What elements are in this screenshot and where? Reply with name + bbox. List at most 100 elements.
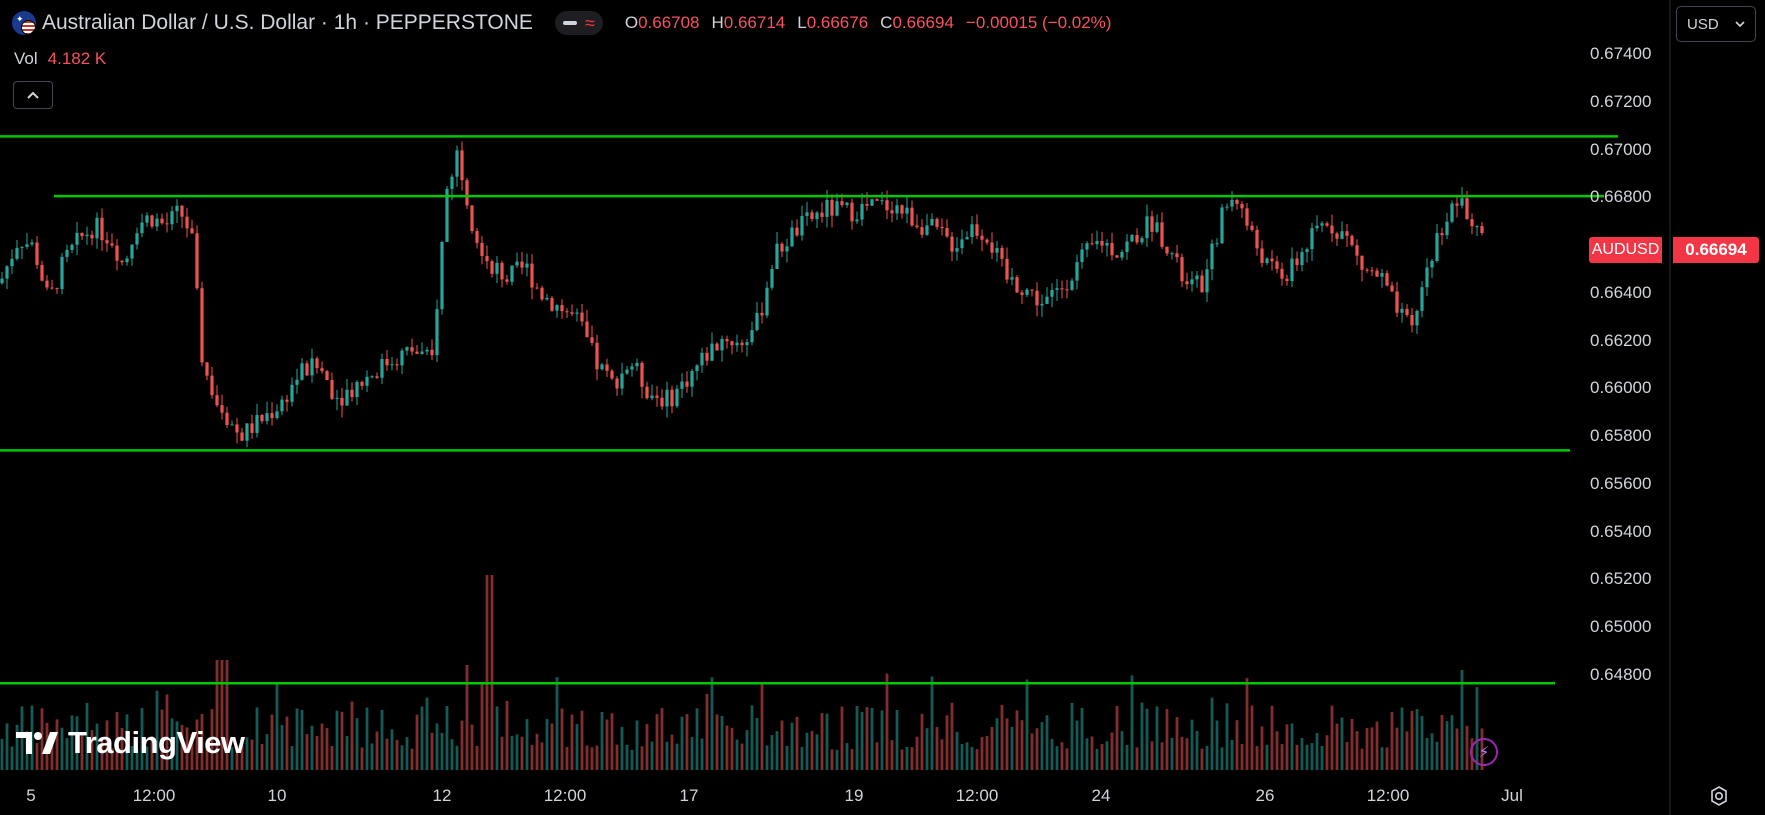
candle-body: [1210, 243, 1214, 270]
volume-bar: [1025, 679, 1029, 770]
candle-body: [75, 232, 79, 245]
volume-bar: [1365, 727, 1369, 770]
candle-body: [590, 337, 594, 343]
candle-body: [920, 227, 924, 235]
volume-bar: [260, 743, 264, 770]
candle-body: [725, 339, 729, 342]
volume-bar: [825, 713, 829, 770]
candle-body: [835, 201, 839, 216]
volume-bar: [960, 743, 964, 770]
candle-body: [1385, 273, 1389, 286]
volume-bar: [1145, 708, 1149, 770]
time-tick-label: 12:00: [1366, 786, 1410, 805]
candle-body: [250, 423, 254, 433]
candle-body: [455, 150, 459, 177]
candle-body: [1215, 243, 1219, 245]
candle-body: [1015, 277, 1019, 293]
candle-body: [400, 350, 404, 366]
candle-body: [80, 232, 84, 237]
volume-bar: [695, 708, 699, 770]
candle-body: [720, 339, 724, 351]
volume-bar: [170, 718, 174, 770]
candle-body: [770, 268, 774, 288]
candle-body: [680, 381, 684, 389]
candle-body: [530, 263, 534, 288]
tradingview-logo[interactable]: TradingView: [16, 725, 245, 761]
lightning-icon[interactable]: ⚡: [1470, 738, 1498, 766]
volume-bar: [660, 708, 664, 770]
candle-body: [1235, 199, 1239, 204]
volume-bar: [350, 701, 354, 770]
candle-body: [645, 386, 649, 399]
candle-body: [345, 389, 349, 406]
volume-bar: [435, 723, 439, 770]
candle-body: [35, 242, 39, 265]
candle-body: [650, 395, 654, 399]
candle-body: [1245, 208, 1249, 226]
candle-body: [445, 188, 449, 243]
close-value: 0.66694: [892, 13, 954, 32]
high-value: 0.66714: [723, 13, 786, 32]
volume-bar: [1075, 720, 1079, 770]
chart-header: ✦ Australian Dollar / U.S. Dollar · 1h ·…: [12, 8, 1111, 38]
candle-body: [565, 311, 569, 313]
candle-body: [475, 230, 479, 243]
volume-bar: [735, 739, 739, 770]
volume-bar: [1170, 737, 1174, 770]
collapse-legend-button[interactable]: [13, 81, 53, 109]
indicator-toggle[interactable]: ≈: [554, 11, 603, 35]
horizontal-levels[interactable]: [0, 135, 1618, 685]
change-value: −0.00015 (−0.02%): [965, 13, 1112, 32]
candle-body: [1260, 248, 1264, 264]
volume-bar: [580, 710, 584, 770]
volume-bar: [595, 745, 599, 770]
candle-body: [255, 415, 259, 433]
volume-value: 4.182 K: [47, 49, 107, 68]
volume-bar: [440, 732, 444, 770]
candle-body: [1270, 258, 1274, 262]
candle-body: [115, 245, 119, 261]
last-price-tag: 0.66694: [1673, 237, 1759, 263]
candle-body: [665, 389, 669, 407]
volume-bar: [1215, 720, 1219, 770]
volume-bar: [75, 716, 79, 770]
volume-bar: [1375, 721, 1379, 770]
volume-bar: [220, 660, 224, 770]
candle-body: [165, 223, 169, 225]
candle-body: [795, 227, 799, 236]
volume-bar: [215, 660, 219, 770]
volume-bar: [555, 677, 559, 770]
candle-body: [810, 212, 814, 219]
volume-legend[interactable]: Vol 4.182 K: [14, 49, 106, 69]
volume-bar: [1090, 736, 1094, 770]
candle-body: [1390, 285, 1394, 292]
price-tick-label: 0.67200: [1590, 91, 1652, 111]
candle-body: [915, 225, 919, 228]
candle-body: [690, 371, 694, 387]
volume-bar: [300, 710, 304, 770]
candle-body: [945, 227, 949, 237]
price-tick-label: 0.66000: [1590, 378, 1652, 398]
volume-bar: [0, 739, 4, 770]
candle-body: [520, 261, 524, 268]
candle-body: [1275, 261, 1279, 269]
volume-bar: [1020, 720, 1024, 770]
volume-bar: [875, 742, 879, 770]
volume-bar: [1105, 741, 1109, 770]
candle-body: [1330, 225, 1334, 234]
volume-bar: [715, 714, 719, 770]
symbol-title[interactable]: Australian Dollar / U.S. Dollar · 1h · P…: [42, 11, 533, 34]
candle-body: [190, 228, 194, 234]
candle-body: [930, 218, 934, 226]
candle-body: [1040, 303, 1044, 306]
currency-select[interactable]: USD: [1676, 6, 1756, 42]
candle-body: [705, 352, 709, 361]
volume-bar: [535, 733, 539, 770]
settings-gear-icon[interactable]: [1705, 782, 1733, 810]
candle-body: [1155, 222, 1159, 232]
volume-bar: [460, 720, 464, 770]
volume-bar: [330, 746, 334, 770]
candle-body: [425, 349, 429, 352]
candle-body: [1180, 257, 1184, 282]
